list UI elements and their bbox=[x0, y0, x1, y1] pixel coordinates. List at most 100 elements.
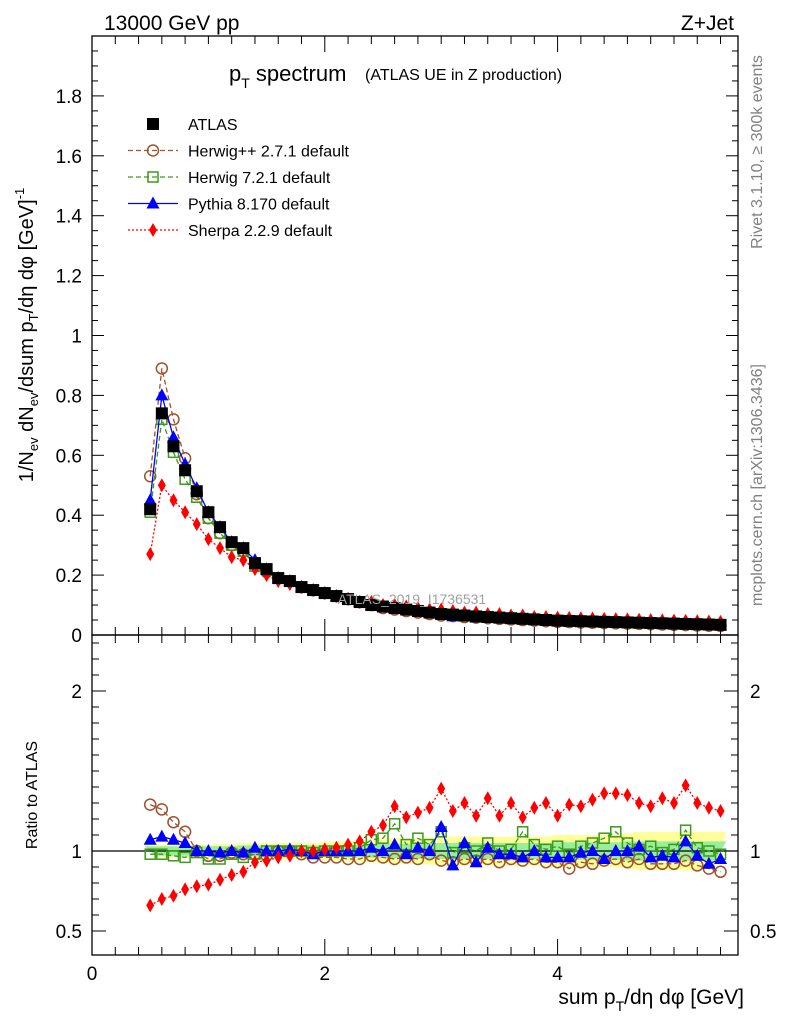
ratio-point bbox=[225, 844, 239, 856]
ratio-point bbox=[367, 824, 376, 839]
data-point bbox=[691, 618, 704, 631]
ratio-point bbox=[297, 844, 306, 858]
data-point bbox=[516, 612, 529, 625]
legend-label: ATLAS bbox=[188, 117, 238, 134]
legend: ATLAS Herwig++ 2.7.1 default Herwig 7.2.1 … bbox=[128, 117, 350, 240]
legend-label: Herwig 7.2.1 default bbox=[188, 170, 331, 187]
ratio-point bbox=[457, 836, 471, 848]
ratio-point bbox=[539, 850, 553, 863]
ratio-point bbox=[448, 804, 457, 818]
data-point bbox=[702, 618, 715, 631]
legend-marker bbox=[147, 171, 159, 183]
x-axis-label: sum pT/dη dφ [GeV] bbox=[558, 986, 744, 1014]
data-point bbox=[714, 618, 727, 631]
ratio-point bbox=[166, 832, 180, 845]
ratio-point bbox=[309, 844, 318, 858]
ratio-point bbox=[495, 808, 504, 823]
data-point bbox=[166, 430, 180, 443]
ratio-point bbox=[390, 799, 399, 814]
ratio-point bbox=[216, 872, 225, 887]
data-point bbox=[248, 557, 261, 570]
data-point bbox=[470, 610, 483, 623]
ratio-point bbox=[632, 852, 646, 866]
legend-label: Herwig++ 2.7.1 default bbox=[188, 144, 350, 161]
ratio-point bbox=[179, 851, 191, 864]
ratio-point bbox=[227, 868, 236, 882]
ratio-point bbox=[610, 826, 622, 838]
ratio-point bbox=[239, 864, 248, 879]
ratio-point bbox=[530, 800, 539, 815]
ratio-point bbox=[632, 839, 646, 852]
ratio-point bbox=[541, 796, 550, 810]
y-tick-label: 1.4 bbox=[56, 207, 83, 228]
ratio-point bbox=[388, 818, 401, 830]
ratio-point bbox=[423, 844, 437, 856]
series-0 bbox=[144, 407, 727, 631]
ratio-point bbox=[402, 810, 411, 825]
ratio-point bbox=[143, 832, 157, 845]
ratio-point bbox=[376, 844, 390, 856]
ratio-point bbox=[285, 848, 294, 863]
ratio-point bbox=[483, 791, 492, 806]
ratio-point bbox=[156, 848, 168, 860]
ratio-point bbox=[646, 799, 655, 814]
data-point bbox=[225, 536, 238, 549]
ratio-point bbox=[274, 850, 283, 865]
ratio-point bbox=[353, 844, 367, 856]
data-point bbox=[155, 388, 169, 401]
data-point bbox=[644, 617, 657, 630]
data-point bbox=[400, 603, 413, 616]
ratio-point bbox=[562, 850, 576, 863]
ratio-point bbox=[388, 837, 402, 850]
ratio-point bbox=[504, 847, 518, 860]
ratio-point bbox=[332, 840, 341, 855]
ratio-point bbox=[469, 855, 483, 868]
data-point bbox=[446, 608, 459, 621]
ratio-point bbox=[447, 846, 459, 859]
ratio-point bbox=[611, 786, 620, 801]
data-point bbox=[192, 517, 201, 532]
legend-marker bbox=[146, 196, 160, 209]
ratio-point bbox=[703, 845, 715, 857]
ratio-point bbox=[204, 877, 213, 892]
data-point bbox=[143, 470, 157, 483]
ratio-point bbox=[600, 786, 609, 801]
ratio-point bbox=[655, 848, 669, 861]
legend-entry: ATLAS bbox=[147, 117, 238, 134]
ratio-point bbox=[146, 898, 155, 913]
y-tick-label: 1.2 bbox=[56, 267, 82, 288]
ratio-point bbox=[143, 798, 157, 811]
legend-label: Sherpa 2.2.9 default bbox=[188, 223, 333, 240]
ratio-point bbox=[635, 796, 644, 810]
ratio-point bbox=[434, 854, 448, 867]
y-tick-label: 1 bbox=[71, 327, 82, 348]
ratio-point bbox=[201, 844, 215, 856]
ratio-point bbox=[355, 834, 364, 849]
ratio-point bbox=[167, 850, 180, 862]
data-point bbox=[237, 542, 250, 555]
data-point bbox=[458, 609, 471, 622]
data-point bbox=[167, 440, 180, 453]
ratio-point bbox=[250, 855, 259, 870]
ratio-point bbox=[344, 837, 353, 852]
ratio-point bbox=[588, 792, 597, 807]
data-point bbox=[679, 617, 692, 630]
data-point bbox=[227, 550, 236, 565]
ratio-point bbox=[516, 850, 530, 863]
ratio-y-tick-label-right: 0.5 bbox=[750, 922, 776, 943]
ratio-point bbox=[181, 882, 190, 897]
ratio-point bbox=[714, 852, 728, 864]
ratio-point bbox=[576, 799, 585, 814]
data-point bbox=[667, 617, 680, 630]
data-point bbox=[144, 503, 157, 516]
legend-marker bbox=[149, 223, 157, 237]
ratio-point bbox=[597, 852, 611, 864]
data-point bbox=[307, 584, 320, 597]
ratio-point bbox=[702, 856, 716, 869]
ratio-point bbox=[553, 808, 562, 823]
data-point bbox=[435, 608, 448, 621]
ratio-point bbox=[260, 844, 274, 856]
data-point bbox=[563, 614, 576, 627]
ratio-point bbox=[565, 797, 574, 812]
ratio-y-tick-label: 0.5 bbox=[56, 922, 82, 943]
